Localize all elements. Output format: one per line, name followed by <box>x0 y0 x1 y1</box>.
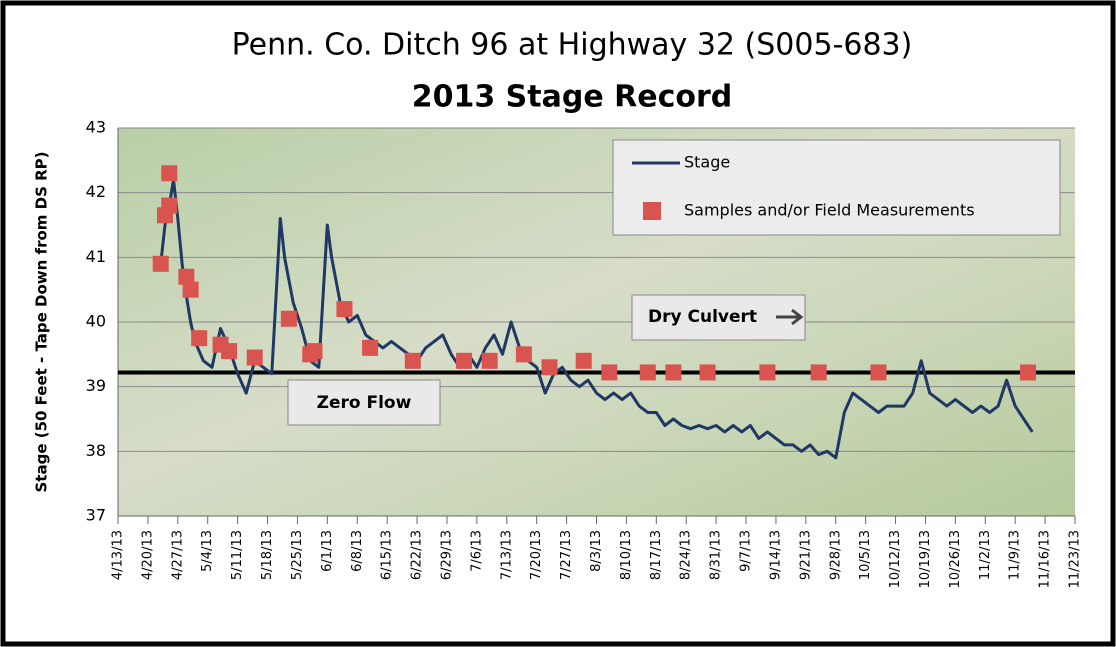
sample-marker <box>601 364 618 381</box>
sample-marker <box>246 349 263 366</box>
x-tick-label: 10/12/13 <box>888 530 903 588</box>
sample-marker <box>404 352 421 369</box>
x-tick-label: 7/6/13 <box>469 530 484 572</box>
chart-subtitle: 2013 Stage Record <box>412 80 733 115</box>
y-tick-label: 38 <box>86 441 106 460</box>
chart-title: Penn. Co. Ditch 96 at Highway 32 (S005-6… <box>232 28 913 63</box>
x-tick-label: 9/28/13 <box>828 530 843 580</box>
x-tick-label: 5/18/13 <box>260 530 275 580</box>
x-tick-label: 8/10/13 <box>619 530 634 580</box>
x-tick-label: 9/21/13 <box>798 530 813 580</box>
x-tick-label: 9/7/13 <box>739 530 754 572</box>
sample-marker <box>575 352 592 369</box>
sample-marker <box>280 310 297 327</box>
sample-marker <box>1020 364 1037 381</box>
sample-marker <box>870 364 887 381</box>
x-tick-label: 10/19/13 <box>918 530 933 588</box>
sample-marker <box>699 364 716 381</box>
legend-swatch <box>643 202 661 220</box>
x-tick-label: 10/5/13 <box>858 530 873 580</box>
y-tick-label: 41 <box>86 247 106 266</box>
sample-marker <box>362 339 379 356</box>
x-tick-label: 5/4/13 <box>200 530 215 572</box>
x-tick-label: 4/13/13 <box>111 530 126 580</box>
sample-marker <box>161 197 178 214</box>
sample-marker <box>759 364 776 381</box>
y-tick-label: 40 <box>86 312 106 331</box>
x-tick-label: 6/29/13 <box>439 530 454 580</box>
sample-marker <box>152 255 169 272</box>
sample-marker <box>306 343 323 360</box>
sample-marker <box>541 359 558 376</box>
x-tick-label: 5/11/13 <box>230 530 245 580</box>
sample-marker <box>191 330 208 347</box>
legend-label: Stage <box>684 153 730 172</box>
sample-marker <box>665 364 682 381</box>
x-tick-label: 10/26/13 <box>948 530 963 588</box>
y-tick-label: 39 <box>86 376 106 395</box>
annotation: Zero Flow <box>317 393 412 413</box>
x-tick-label: 4/27/13 <box>170 530 185 580</box>
sample-marker <box>481 352 498 369</box>
sample-marker <box>221 343 238 360</box>
x-tick-label: 11/9/13 <box>1008 530 1023 580</box>
y-tick-label: 42 <box>86 182 106 201</box>
y-tick-label: 43 <box>86 118 106 137</box>
sample-marker <box>456 352 473 369</box>
x-tick-label: 9/14/13 <box>768 530 783 580</box>
y-axis-label: Stage (50 Feet - Tape Down from DS RP) <box>33 151 51 492</box>
y-tick-label: 37 <box>86 506 106 525</box>
x-tick-label: 11/23/13 <box>1068 530 1083 588</box>
sample-marker <box>515 346 532 363</box>
x-tick-label: 8/31/13 <box>709 530 724 580</box>
sample-marker <box>161 165 178 182</box>
x-tick-label: 7/27/13 <box>559 530 574 580</box>
sample-marker <box>178 268 195 285</box>
x-tick-label: 8/24/13 <box>679 530 694 580</box>
sample-marker <box>182 281 199 298</box>
x-tick-label: 5/25/13 <box>290 530 305 580</box>
x-tick-label: 7/13/13 <box>499 530 514 580</box>
x-tick-label: 8/17/13 <box>649 530 664 580</box>
x-tick-label: 6/15/13 <box>380 530 395 580</box>
legend-box <box>612 139 1061 236</box>
sample-marker <box>639 364 656 381</box>
x-tick-label: 11/2/13 <box>978 530 993 580</box>
x-tick-label: 7/20/13 <box>529 530 544 580</box>
sample-marker <box>336 301 353 318</box>
annotation: Dry Culvert <box>648 307 757 327</box>
annotation-box <box>287 379 441 426</box>
x-tick-label: 4/20/13 <box>140 530 155 580</box>
x-tick-label: 6/1/13 <box>320 530 335 572</box>
legend-label: Samples and/or Field Measurements <box>684 201 975 220</box>
x-tick-label: 6/8/13 <box>350 530 365 572</box>
stage-line <box>159 178 1034 460</box>
x-tick-label: 6/22/13 <box>410 530 425 580</box>
x-tick-label: 8/3/13 <box>589 530 604 572</box>
x-tick-label: 11/16/13 <box>1038 530 1053 588</box>
sample-marker <box>810 364 827 381</box>
arrow <box>776 308 804 326</box>
